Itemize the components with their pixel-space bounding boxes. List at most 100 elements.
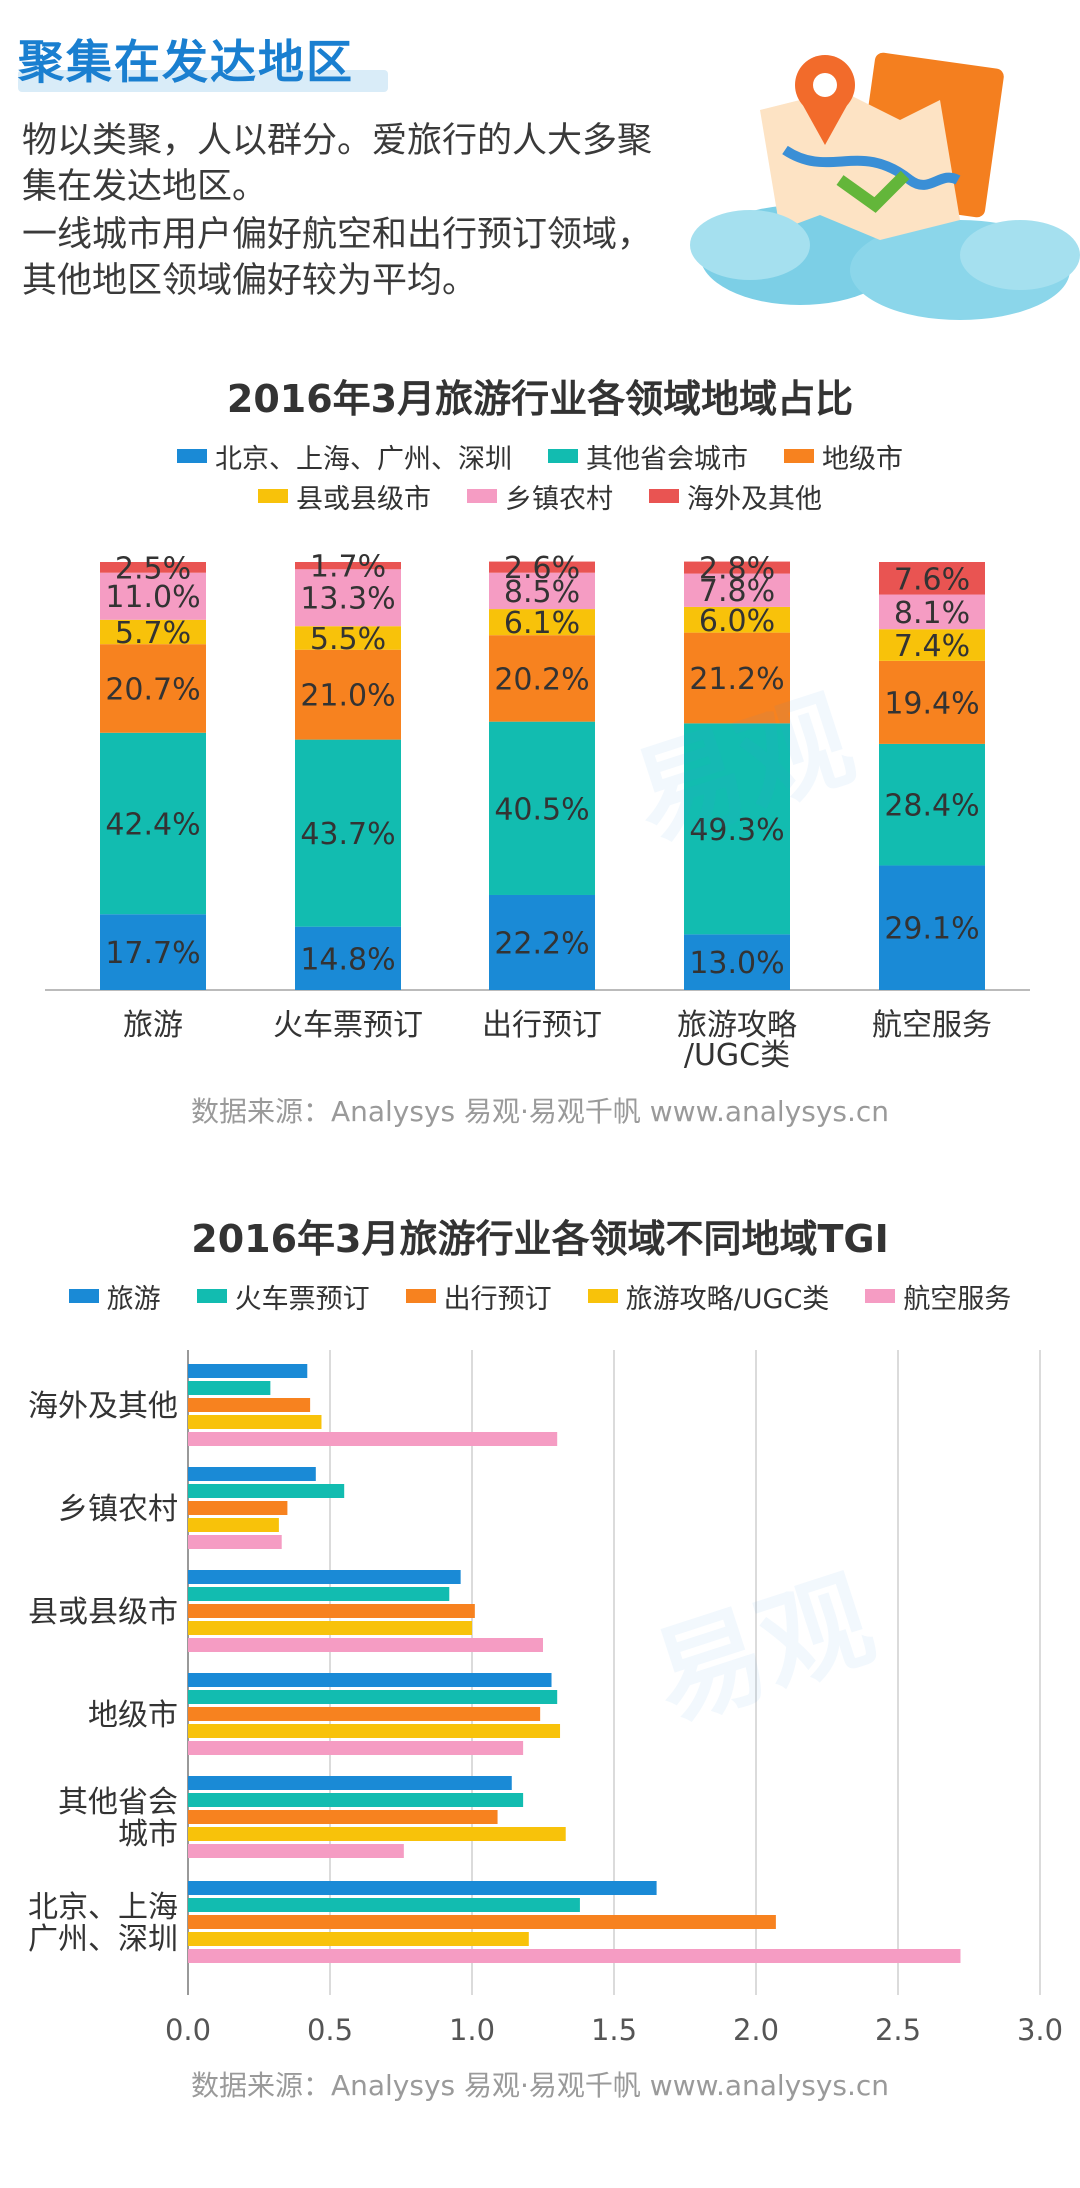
chart1-bar-segment [295, 739, 401, 927]
chart2-bar [188, 1810, 498, 1824]
chart1-bar-segment [879, 562, 985, 595]
chart1-legend-label: 北京、上海、广州、深圳 [215, 443, 512, 475]
chart2-bar [188, 1432, 558, 1446]
chart2-bar [188, 1898, 580, 1912]
chart1-data-label: 8.5% [504, 575, 580, 610]
chart1-data-label: 17.7% [105, 936, 200, 971]
chart1-legend-swatch [548, 449, 578, 463]
chart2-tick-label: 3.0 [1017, 2013, 1063, 2047]
chart2-source: 数据来源：Analysys 易观·易观千帆 www.analysys.cn [190, 2069, 890, 2102]
chart1-data-label: 2.8% [699, 552, 775, 587]
chart1-data-label: 21.2% [689, 662, 784, 697]
chart2-bar [188, 1915, 776, 1929]
chart2-category-label: 乡镇农村 [58, 1492, 178, 1527]
chart2-bar [188, 1467, 316, 1481]
chart2-bar [188, 1949, 961, 1963]
chart1-bar-segment [295, 562, 401, 570]
chart2-tick-label: 1.0 [449, 2013, 495, 2047]
chart1-title: 2016年3月旅游行业各领域地域占比 [226, 377, 854, 421]
chart2-legend: 旅游 火车票预订 出行预订 旅游攻略/UGC类 航空服务 [0, 1276, 1080, 1316]
chart1-bar-segment [879, 594, 985, 630]
chart1-category-label: 火车票预订 [273, 1008, 423, 1043]
chart2-bar [188, 1621, 472, 1635]
chart1-legend-label: 乡镇农村 [505, 483, 613, 515]
chart1-data-label: 6.0% [699, 604, 775, 639]
chart1-data-label: 20.2% [494, 662, 589, 697]
chart2-horizontal-bar: 0.0 0.5 1.0 1.5 2.0 2.5 3.0 海外及其他乡镇农村县或县级市地级市其他… [28, 1350, 1063, 2047]
chart1-data-label: 5.7% [115, 616, 191, 651]
chart1-legend-item: 地级市 [784, 436, 903, 476]
chart1-legend-label: 海外及其他 [687, 483, 822, 515]
chart1-category-label: 出行预订 [482, 1008, 602, 1043]
chart2-legend-item: 航空服务 [865, 1276, 1011, 1316]
chart1-bar-segment [879, 660, 985, 744]
chart1-category-label: /UGC类 [684, 1038, 790, 1073]
chart1-legend-item: 北京、上海、广州、深圳 [177, 436, 512, 476]
chart1-bar-segment [295, 649, 401, 740]
chart2-bar [188, 1501, 288, 1515]
chart2-legend-item: 旅游 [68, 1276, 161, 1316]
chart1-data-label: 49.3% [689, 813, 784, 848]
map-icon [690, 52, 1080, 320]
chart2-bar [188, 1398, 311, 1412]
intro-line-1: 物以类聚，人以群分。爱旅行的人大多聚集在发达地区。 [22, 121, 653, 207]
chart2-legend-swatch [587, 1289, 618, 1303]
chart1-data-label: 7.8% [699, 574, 775, 609]
chart1-bar-segment [879, 865, 985, 990]
intro-text: 物以类聚，人以群分。爱旅行的人大多聚集在发达地区。 一线城市用户偏好航空和出行预… [22, 118, 682, 306]
chart2-legend-item: 火车票预订 [196, 1276, 370, 1316]
chart1-data-label: 22.2% [494, 926, 589, 961]
chart2-legend-label: 出行预订 [443, 1283, 552, 1315]
chart2-legend-swatch [196, 1289, 227, 1303]
chart1-data-label: 6.1% [504, 606, 580, 641]
chart1-bar-segment [684, 934, 790, 990]
chart1-bar-segment [489, 609, 595, 636]
chart2-category-label: 广州、深圳 [28, 1922, 178, 1957]
chart1-data-label: 2.6% [504, 551, 580, 586]
chart2-bar [188, 1724, 561, 1738]
chart1-data-label: 11.0% [105, 580, 200, 615]
chart2-bar [188, 1707, 541, 1721]
chart1-legend-label: 地级市 [822, 443, 903, 475]
chart1-legend-label: 县或县级市 [296, 483, 431, 515]
chart1-data-label: 8.1% [894, 596, 970, 631]
chart1-legend: 北京、上海、广州、深圳 其他省会城市 地级市县或县级市 乡镇农村 海外及其他 [0, 436, 1080, 516]
chart1-bar-segment [489, 561, 595, 573]
chart1-data-label: 20.7% [105, 672, 200, 707]
chart2-tick-label: 1.5 [591, 2013, 637, 2047]
chart2-bar [188, 1604, 475, 1618]
chart1-legend-item: 乡镇农村 [467, 476, 613, 516]
chart2-bar [188, 1570, 461, 1584]
chart1-data-label: 5.5% [310, 622, 386, 657]
chart1-data-label: 40.5% [494, 792, 589, 827]
chart2-legend-swatch [865, 1289, 896, 1303]
chart1-data-label: 29.1% [884, 912, 979, 947]
chart2-legend-item: 出行预订 [405, 1276, 552, 1316]
chart2-legend-item: 旅游攻略/UGC类 [587, 1276, 829, 1316]
chart1-legend-swatch [177, 449, 207, 463]
chart2-category-label: 北京、上海 [28, 1890, 178, 1925]
chart1-bar-segment [100, 732, 206, 915]
chart1-data-label: 21.0% [300, 679, 395, 714]
chart1-bar-segment [100, 562, 206, 573]
chart1-bar-segment [295, 626, 401, 650]
chart1-legend-swatch [649, 489, 679, 503]
chart1-legend-item: 其他省会城市 [548, 436, 748, 476]
chart2-bar [188, 1638, 543, 1652]
chart1-bar-segment [489, 721, 595, 895]
chart1-bar-segment [684, 561, 790, 574]
chart1-data-label: 42.4% [105, 808, 200, 843]
page-title: 聚集在发达地区 [18, 35, 354, 89]
chart2-category-label: 其他省会 [58, 1785, 178, 1820]
chart2-bar [188, 1535, 282, 1549]
chart1-data-label: 28.4% [884, 789, 979, 824]
chart1-legend-swatch [784, 449, 814, 463]
chart1-bar-segment [684, 573, 790, 607]
chart1-bar-segment [100, 644, 206, 733]
chart1-bar-segment [100, 914, 206, 990]
chart1-bar-segment [684, 632, 790, 724]
chart1-data-label: 1.7% [310, 550, 386, 585]
chart1-bar-segment [489, 635, 595, 722]
chart2-bar [188, 1932, 529, 1946]
chart2-legend-label: 旅游 [106, 1283, 161, 1315]
